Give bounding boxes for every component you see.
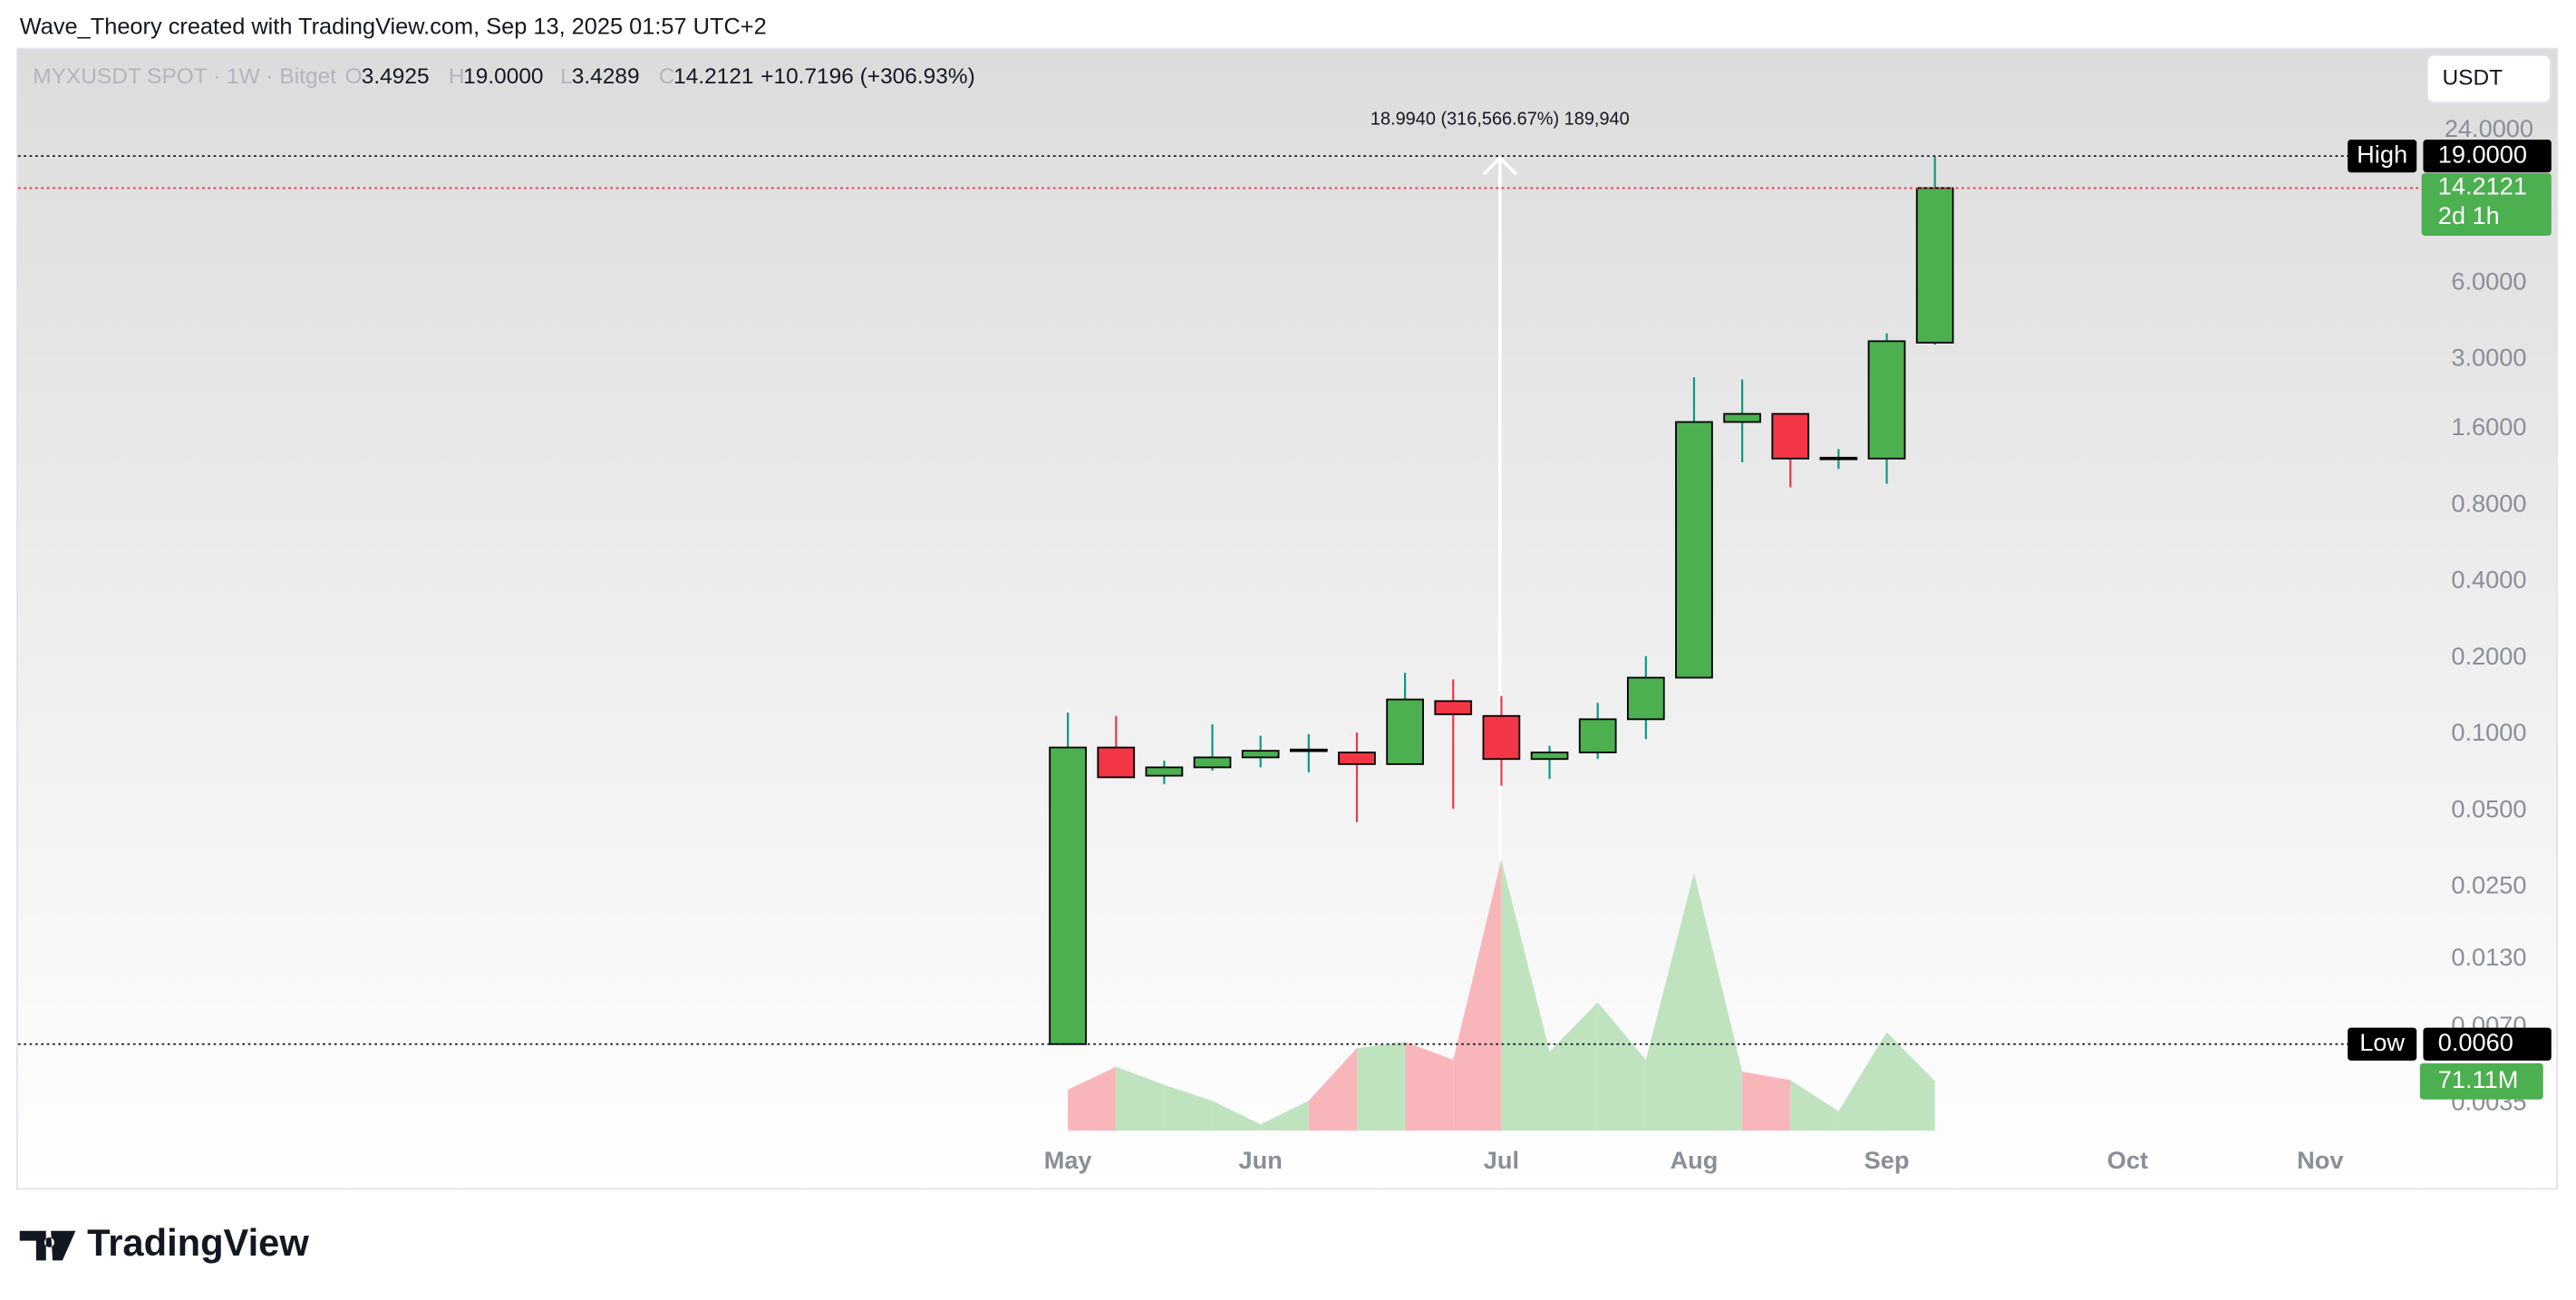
y-tick-label: 0.8000 bbox=[2451, 489, 2526, 517]
logo: TradingView bbox=[19, 1221, 309, 1264]
legend-value: 19.0000 bbox=[463, 64, 543, 89]
volume-area bbox=[1597, 1002, 1646, 1131]
candle-body bbox=[1145, 766, 1184, 777]
symbol: MYXUSDT SPOT · 1W · Bitget bbox=[33, 64, 336, 89]
low_marker-value-box bbox=[2423, 1027, 2552, 1061]
candle-body bbox=[1338, 752, 1376, 765]
countdown: 2d 1h bbox=[2438, 201, 2500, 229]
candle-body bbox=[1193, 756, 1232, 769]
volume-area bbox=[1212, 1101, 1261, 1131]
legend-key: O bbox=[345, 64, 363, 89]
brand: TradingView bbox=[87, 1221, 309, 1264]
volume-area bbox=[1405, 1042, 1454, 1131]
ohlc-legend: O 3.4925 H19.0000 L 3.4289 C14.2121 bbox=[345, 64, 754, 89]
currency-button[interactable] bbox=[2426, 53, 2552, 104]
volume-area bbox=[1501, 859, 1550, 1131]
legend-key: L bbox=[560, 64, 573, 89]
candle-body bbox=[1049, 746, 1087, 1045]
candle-body bbox=[1626, 676, 1665, 721]
candle-body bbox=[1675, 421, 1713, 679]
y-tick-label: 6.0000 bbox=[2451, 267, 2526, 295]
volume-area bbox=[1116, 1066, 1165, 1131]
candle-body bbox=[1867, 340, 1906, 460]
x-tick-label: Jul bbox=[1484, 1146, 1519, 1174]
currency[interactable]: USDT bbox=[2443, 66, 2503, 91]
volume-area bbox=[1742, 1072, 1791, 1131]
x-tick-label: Nov bbox=[2297, 1146, 2343, 1174]
last-price-box bbox=[2421, 173, 2552, 236]
low_marker-label: Low bbox=[2359, 1028, 2405, 1056]
chart-pane bbox=[16, 47, 2559, 1190]
logo-mark bbox=[19, 1230, 76, 1261]
candle-body bbox=[1723, 412, 1761, 423]
high_marker-label-box bbox=[2348, 140, 2417, 173]
y-tick-label: 0.0130 bbox=[2451, 943, 2526, 971]
volume-area bbox=[1838, 1032, 1887, 1131]
volume-area bbox=[1645, 872, 1694, 1131]
measure-label: 18.9940 (316,566.67%) 189,940 bbox=[1370, 110, 1630, 130]
y-tick-label: 24.0000 bbox=[2445, 114, 2533, 142]
legend-key: C bbox=[659, 64, 675, 89]
x-tick-label: Sep bbox=[1864, 1146, 1910, 1174]
volume-area bbox=[1308, 1048, 1357, 1131]
y-tick-label: 0.0500 bbox=[2451, 794, 2526, 822]
last-price: 14.2121 bbox=[2438, 172, 2527, 200]
volume-area bbox=[1164, 1084, 1213, 1131]
high_marker-label: High bbox=[2357, 140, 2407, 168]
volume-area bbox=[1790, 1080, 1839, 1131]
candle-body bbox=[1771, 412, 1810, 460]
x-tick-label: May bbox=[1044, 1146, 1092, 1174]
volume-area bbox=[1068, 1066, 1117, 1131]
legend-key: H bbox=[449, 64, 465, 89]
legend-value: 3.4289 bbox=[572, 64, 640, 89]
attribution: Wave_Theory created with TradingView.com… bbox=[20, 15, 767, 40]
measure-arrow bbox=[1482, 155, 1518, 176]
volume-area bbox=[1260, 1101, 1309, 1131]
y-tick-label: 3.0000 bbox=[2451, 344, 2526, 372]
legend-value: 14.2121 bbox=[673, 64, 753, 89]
y-tick-label: 0.4000 bbox=[2451, 566, 2526, 594]
volume-area bbox=[1549, 1002, 1598, 1131]
candle-body bbox=[1482, 714, 1521, 761]
candle-body bbox=[1289, 748, 1328, 752]
volume-area bbox=[1886, 1032, 1935, 1131]
volume-area bbox=[1693, 872, 1743, 1131]
candle-body bbox=[1819, 456, 1858, 461]
legend-value: 3.4925 bbox=[362, 64, 430, 89]
x-tick-label: Oct bbox=[2107, 1146, 2148, 1174]
low_marker-label-box bbox=[2348, 1027, 2417, 1061]
y-tick-label: 0.2000 bbox=[2451, 642, 2526, 670]
candle-body bbox=[1578, 718, 1617, 753]
y-tick-label: 1.6000 bbox=[2451, 412, 2526, 441]
y-tick-label: 0.1000 bbox=[2451, 718, 2526, 746]
high_marker-value: 19.0000 bbox=[2438, 140, 2527, 168]
change: +10.7196 (+306.93%) bbox=[760, 64, 975, 89]
volume-area bbox=[1453, 859, 1502, 1131]
y-tick-label: 0.0250 bbox=[2451, 871, 2526, 899]
plot: 24.0000 6.0000 3.0000 1.6000 0.8000 0.4000 0.2… bbox=[17, 114, 2552, 1174]
high_marker-value-box bbox=[2423, 140, 2552, 173]
x-tick-label: Jun bbox=[1239, 1146, 1283, 1174]
candle-body bbox=[1915, 187, 1954, 344]
volume-area bbox=[1356, 1042, 1406, 1131]
volume-label-box bbox=[2419, 1062, 2543, 1100]
candle-body bbox=[1434, 700, 1473, 715]
candle-body bbox=[1097, 746, 1136, 779]
x-tick-label: Aug bbox=[1671, 1146, 1719, 1174]
candle-body bbox=[1386, 698, 1424, 765]
volume-label: 71.11M bbox=[2438, 1065, 2519, 1093]
candle-body bbox=[1241, 750, 1280, 759]
candle-body bbox=[1530, 752, 1569, 761]
low_marker-value: 0.0060 bbox=[2438, 1028, 2513, 1056]
